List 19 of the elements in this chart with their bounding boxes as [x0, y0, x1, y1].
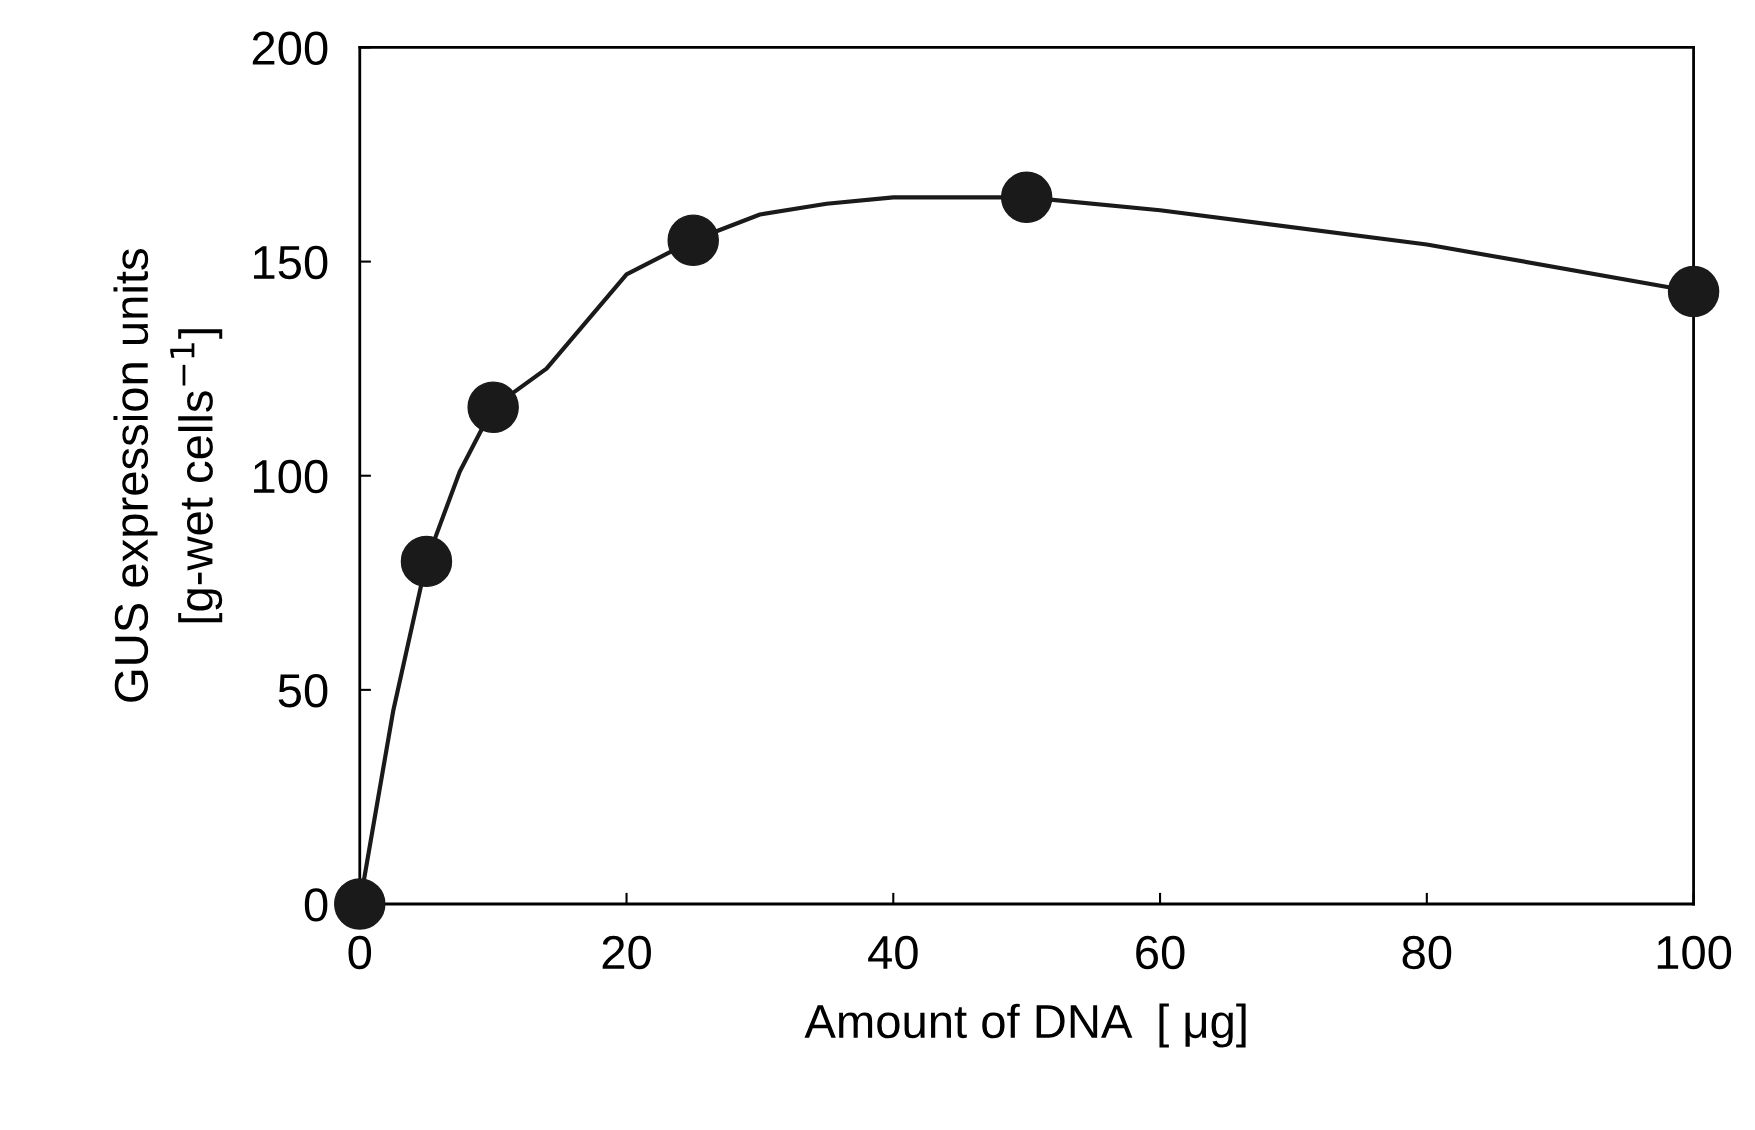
- x-tick-label: 0: [348, 935, 372, 970]
- x-tick-label: 80: [1402, 935, 1452, 970]
- x-tick-label: 40: [868, 935, 918, 970]
- point: [667, 214, 719, 266]
- y-tick-label: 150: [254, 245, 328, 280]
- point: [400, 535, 453, 588]
- point: [467, 381, 519, 433]
- x-tick-label: 60: [1136, 935, 1185, 970]
- y-tick-label: 0: [304, 888, 328, 922]
- point: [1000, 171, 1053, 224]
- point: [334, 878, 386, 930]
- x-tick-label: 100: [1657, 935, 1732, 970]
- point: [1667, 265, 1720, 318]
- x-tick-label: 20: [602, 935, 651, 970]
- y-tick-label: 100: [254, 459, 328, 494]
- x-axis-title: Amount of DNA [ μg]: [804, 1003, 1246, 1048]
- y-tick-label: 200: [252, 31, 328, 66]
- y-axis-title: GUS expression units [g-wet cells$^{−1}$]: [113, 249, 223, 702]
- y-tick-label: 50: [278, 674, 328, 708]
